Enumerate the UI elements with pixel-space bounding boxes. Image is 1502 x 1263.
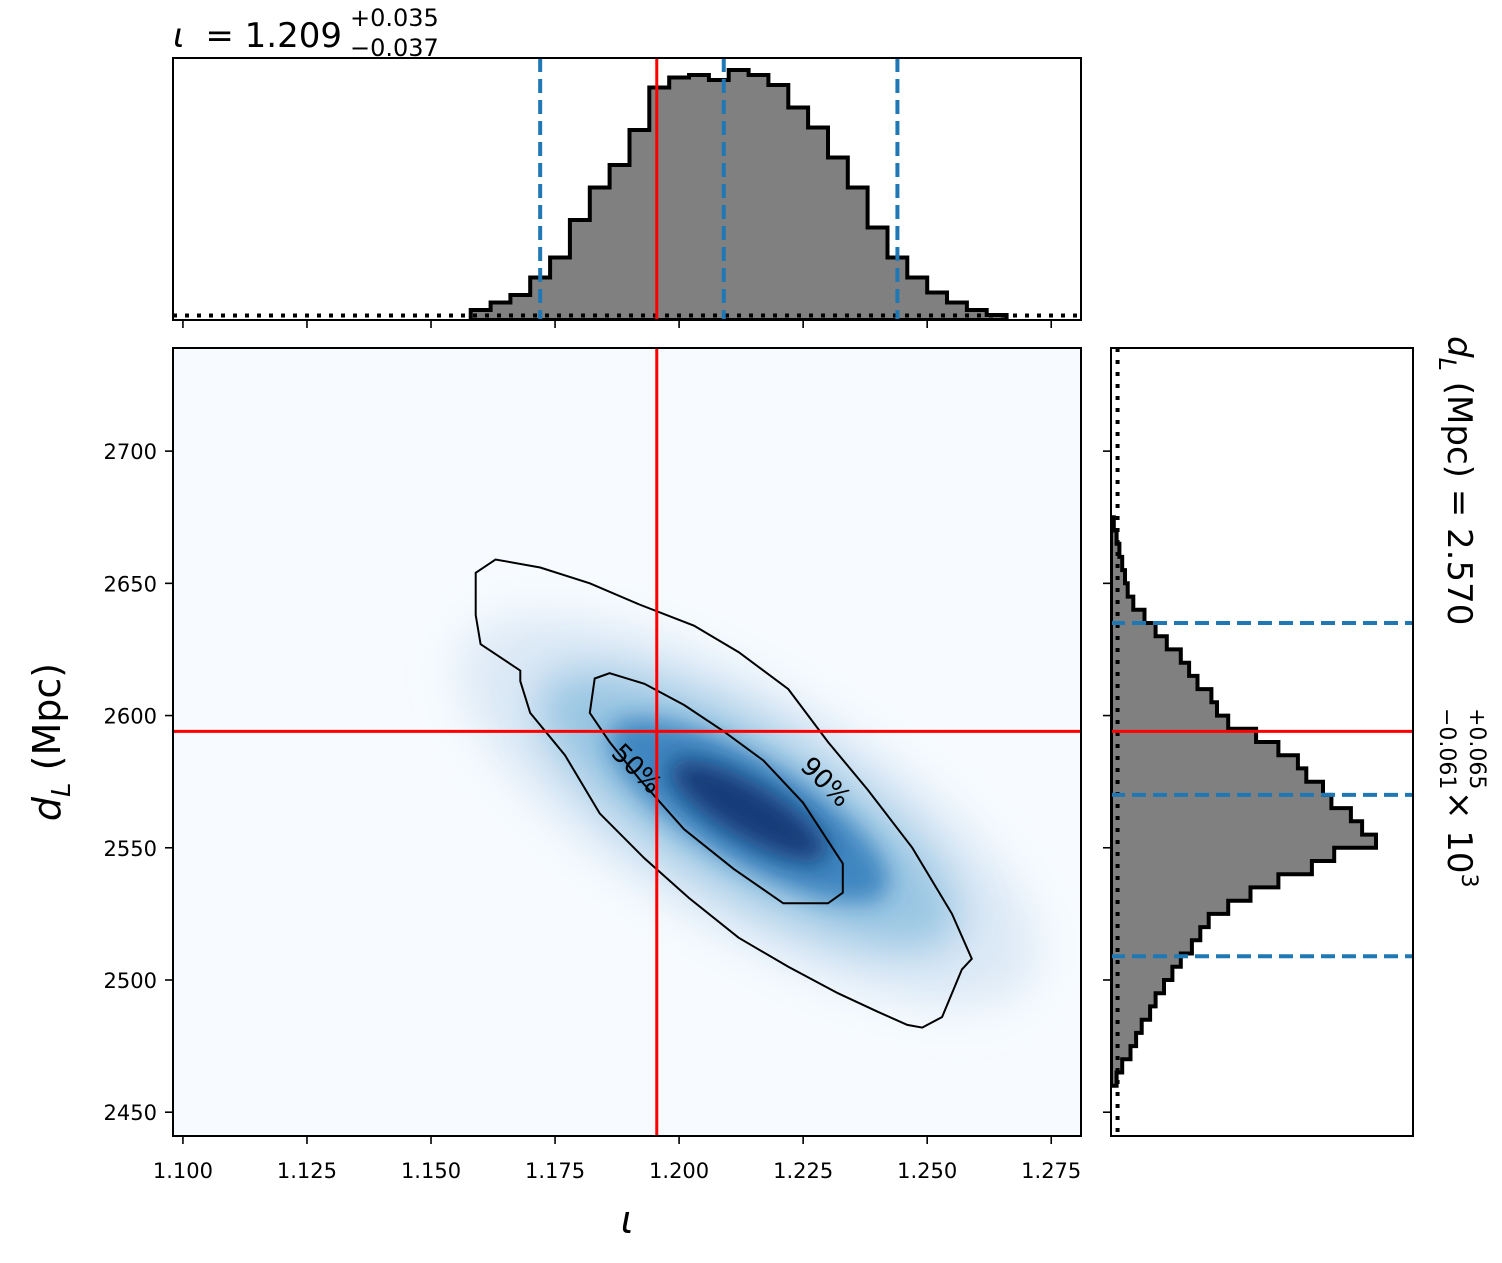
- y-tick-label: 2450: [104, 1101, 157, 1125]
- x-tick-label: 1.125: [277, 1159, 337, 1183]
- y-tick-label: 2600: [104, 705, 157, 729]
- contour-50-line: [588, 672, 844, 905]
- x-tick-label: 1.225: [773, 1159, 833, 1183]
- iota-title-sub: −0.037: [350, 34, 439, 62]
- contour-90-line: [474, 558, 973, 1029]
- joint-density-frame: [172, 347, 1082, 1137]
- dl-marginal-title: dL (Mpc) = 2.570 +0.065 −0.061 × 103: [1433, 336, 1489, 888]
- dl-title-sub: L: [1433, 358, 1461, 371]
- y-axis-label: dL (Mpc): [25, 663, 77, 821]
- dl-title-tail: × 10: [1439, 791, 1479, 874]
- y-axis-label-main: d: [25, 796, 69, 821]
- y-tick-label: 2500: [104, 969, 157, 993]
- iota-marginal-title: ι = 1.209: [173, 16, 342, 56]
- dl-title-sub2: −0.061: [1434, 708, 1459, 789]
- iota-marginal-frame: [172, 57, 1082, 321]
- x-tick-label: 1.250: [897, 1159, 957, 1183]
- y-tick-label: 2700: [104, 440, 157, 464]
- x-tick-label: 1.150: [401, 1159, 461, 1183]
- svg-text:dL (Mpc) = 2.570: dL (Mpc) = 2.570: [1433, 336, 1479, 625]
- dl-title-value: (Mpc) = 2.570: [1439, 371, 1479, 625]
- iota-title-value: = 1.209: [205, 16, 342, 56]
- x-tick-label: 1.100: [153, 1159, 213, 1183]
- dl-marginal-panel: dL (Mpc) = 2.570 +0.065 −0.061 × 103: [1103, 336, 1489, 1137]
- x-axis-label: ι: [621, 1198, 634, 1242]
- x-tick-label: 1.200: [649, 1159, 709, 1183]
- joint-density-panel: 90%50% 1.100 1.125 1.150 1.175 1.200 1.225 1.2…: [25, 347, 1082, 1242]
- y-axis-label-unit: (Mpc): [25, 663, 69, 783]
- density-layer-4: [669, 759, 828, 863]
- dl-title-sup: +0.065: [1464, 708, 1489, 789]
- dl-marginal-frame: [1110, 347, 1414, 1137]
- iota-marginal-panel: ι = 1.209 +0.035 −0.037: [172, 4, 1082, 328]
- y-tick-label: 2550: [104, 837, 157, 861]
- x-tick-label: 1.275: [1021, 1159, 1081, 1183]
- y-axis-label-sub: L: [47, 782, 77, 797]
- svg-text:× 103: × 103: [1439, 791, 1481, 888]
- x-tick-label: 1.175: [525, 1159, 585, 1183]
- y-tick-label: 2650: [104, 572, 157, 596]
- iota-histogram: [468, 68, 1009, 320]
- dl-title-main: d: [1439, 336, 1479, 358]
- iota-title-symbol: ι: [173, 16, 185, 56]
- dl-title-exp: 3: [1456, 874, 1481, 888]
- iota-title-sup: +0.035: [350, 4, 439, 32]
